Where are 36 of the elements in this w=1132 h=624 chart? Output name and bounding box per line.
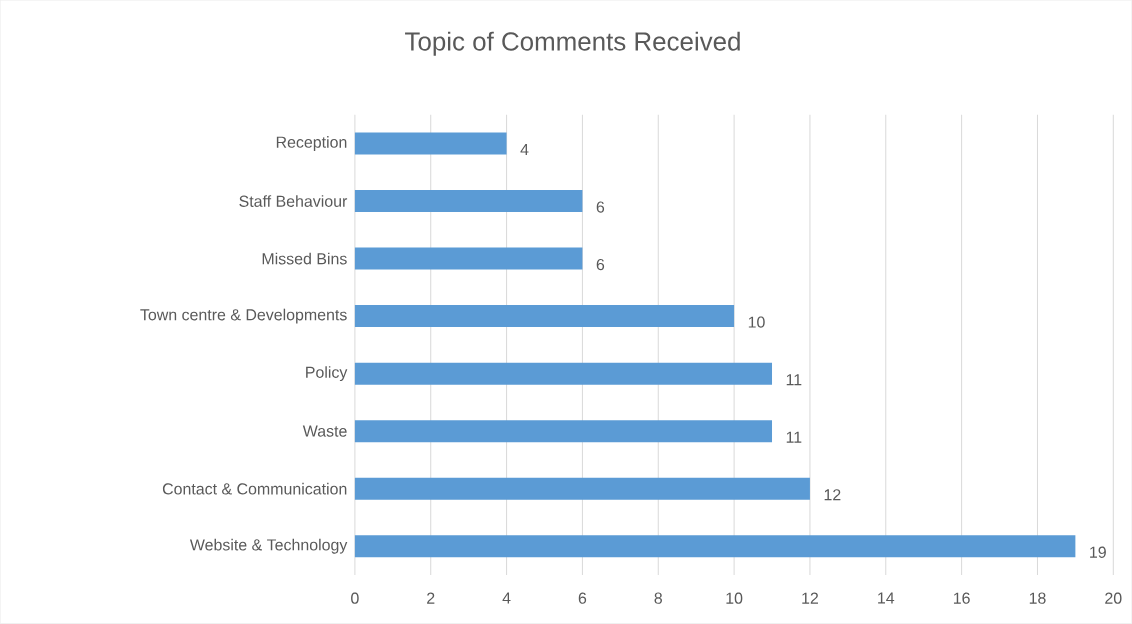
y-tick-label: Staff Behaviour: [239, 195, 348, 208]
y-tick-label: Reception: [276, 136, 347, 152]
bar: [354, 190, 583, 213]
data-label: 6: [596, 259, 605, 271]
data-label: 11: [786, 431, 802, 443]
y-tick-label: Policy: [306, 366, 348, 382]
bar: [354, 132, 507, 155]
x-tick-label: 8: [654, 592, 662, 604]
bar: [354, 477, 810, 500]
data-label: 11: [786, 374, 802, 386]
data-label: 6: [596, 201, 605, 213]
x-tick-label: 14: [878, 592, 895, 604]
y-tick-label: Missed Bins: [262, 252, 347, 265]
x-tick-label: 16: [953, 592, 970, 604]
y-tick-label: Waste: [302, 425, 347, 437]
x-tick-label: 2: [427, 592, 435, 604]
data-label: 10: [748, 316, 765, 328]
x-tick-label: 4: [502, 592, 511, 604]
x-tick-label: 20: [1105, 592, 1122, 604]
x-tick-label: 12: [802, 592, 818, 604]
chart-title: Topic of Comments Received: [405, 31, 740, 56]
y-tick-label: Website & Technology: [189, 538, 348, 554]
y-tick-label: Contact & Communication: [162, 482, 347, 495]
bar: [354, 362, 773, 385]
bar: [354, 535, 1076, 558]
x-tick-label: 0: [351, 592, 359, 604]
x-tick-label: 6: [578, 592, 587, 604]
x-tick-label: 18: [1029, 592, 1046, 604]
bar: [354, 305, 735, 328]
data-label: 4: [520, 144, 529, 156]
data-label: 12: [824, 489, 841, 501]
bar: [354, 420, 773, 443]
x-tick-label: 10: [726, 592, 743, 604]
bar: [354, 247, 583, 270]
data-label: 19: [1090, 546, 1106, 559]
y-tick-label: Town centre & Developments: [140, 308, 347, 324]
